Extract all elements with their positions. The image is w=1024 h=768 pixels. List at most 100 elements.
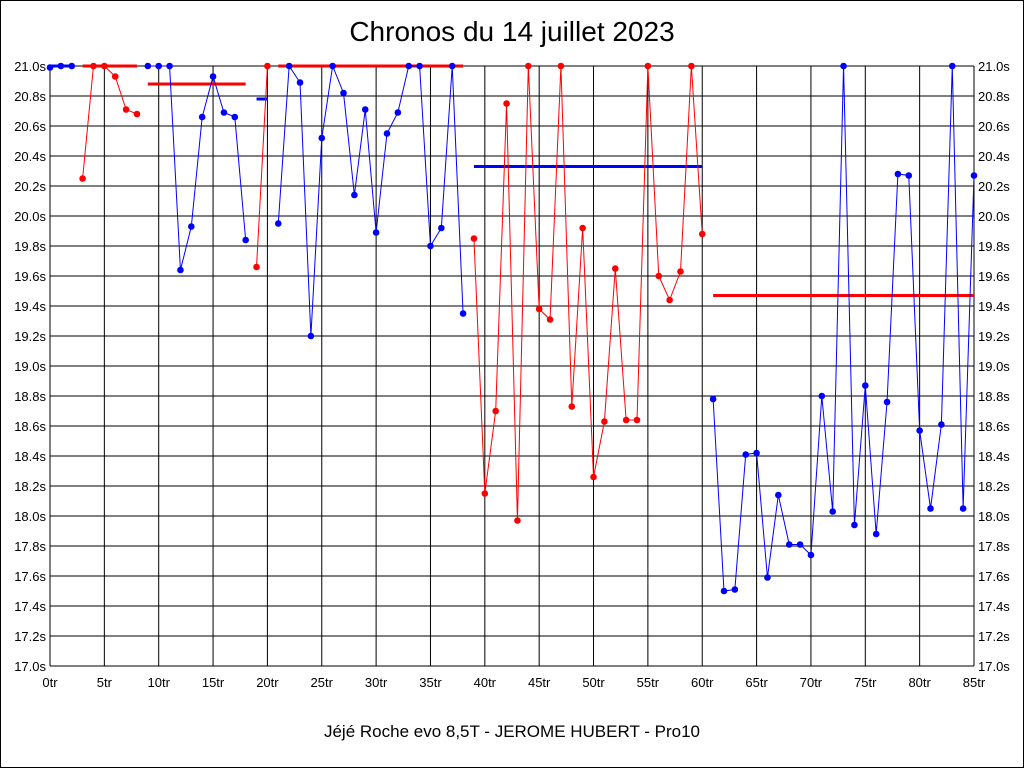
x-tick-label: 0tr <box>42 675 58 690</box>
data-point-blue <box>220 109 228 116</box>
y-tick-label-left: 20.0s <box>14 209 46 224</box>
y-tick-label-left: 17.8s <box>14 539 46 554</box>
data-point-blue <box>209 73 217 80</box>
x-tick-label: 55tr <box>637 675 660 690</box>
data-point-blue <box>155 62 163 70</box>
y-tick-label-right: 20.6s <box>978 119 1010 134</box>
data-point-blue <box>188 223 195 230</box>
data-point-blue <box>448 62 456 70</box>
data-point-blue <box>351 191 358 199</box>
y-tick-label-right: 20.0s <box>978 209 1010 224</box>
data-point-blue <box>938 421 945 428</box>
y-tick-label-left: 20.6s <box>14 119 46 134</box>
y-tick-label-right: 19.2s <box>978 329 1010 344</box>
y-tick-label-left: 19.6s <box>14 269 46 284</box>
data-point-blue <box>883 398 891 406</box>
x-tick-label: 80tr <box>908 675 931 690</box>
y-tick-label-right: 17.6s <box>978 569 1010 584</box>
data-point-blue <box>166 62 173 70</box>
data-point-red <box>688 62 695 70</box>
data-point-red <box>253 263 260 271</box>
data-point-blue <box>46 64 54 71</box>
series-line-blue <box>277 64 464 337</box>
data-point-blue <box>807 551 815 559</box>
data-point-red <box>481 490 489 497</box>
y-tick-label-right: 21.0s <box>978 59 1010 74</box>
y-tick-label-left: 21.0s <box>14 59 46 74</box>
y-tick-label-right: 17.4s <box>978 599 1010 614</box>
y-tick-label-right: 18.6s <box>978 419 1010 434</box>
x-tick-label: 35tr <box>419 675 442 690</box>
data-point-blue <box>775 491 782 499</box>
data-point-blue <box>427 242 434 250</box>
data-point-red <box>557 62 565 70</box>
series-line-red <box>82 65 138 179</box>
data-point-red <box>492 407 499 415</box>
data-point-blue <box>970 172 978 179</box>
data-point-blue <box>720 587 728 595</box>
x-tick-label: 70tr <box>800 675 823 690</box>
data-point-red <box>90 62 97 70</box>
y-tick-label-left: 19.8s <box>14 239 46 254</box>
data-point-blue <box>851 521 858 529</box>
y-tick-label-left: 17.0s <box>14 659 46 674</box>
data-point-blue <box>416 62 423 70</box>
x-tick-label: 50tr <box>582 675 605 690</box>
y-tick-label-right: 20.8s <box>978 89 1010 104</box>
y-tick-label-left: 19.2s <box>14 329 46 344</box>
x-tick-label: 20tr <box>256 675 279 690</box>
y-tick-label-left: 18.0s <box>14 509 46 524</box>
data-point-red <box>622 416 630 424</box>
data-point-blue <box>57 62 65 70</box>
x-tick-label: 75tr <box>854 675 877 690</box>
data-point-blue <box>709 395 717 403</box>
data-point-blue <box>438 224 445 232</box>
x-tick-label: 45tr <box>528 675 551 690</box>
data-point-red <box>79 175 86 182</box>
chart-subtitle: Jéjé Roche evo 8,5T - JEROME HUBERT - Pr… <box>323 722 701 741</box>
x-tick-label: 25tr <box>311 675 334 690</box>
data-point-red <box>644 62 652 70</box>
data-point-blue <box>68 62 76 70</box>
data-point-blue <box>274 220 282 227</box>
data-point-red <box>122 106 130 113</box>
series-points <box>46 62 978 595</box>
data-point-blue <box>894 170 902 178</box>
average-lines <box>50 64 974 297</box>
y-tick-label-left: 18.2s <box>14 479 46 494</box>
data-point-red <box>525 62 532 70</box>
series-line-red <box>256 65 268 268</box>
data-point-blue <box>177 266 184 274</box>
data-point-blue <box>948 62 956 70</box>
x-tick-label: 30tr <box>365 675 388 690</box>
data-point-red <box>503 100 510 107</box>
x-tick-label: 5tr <box>97 675 113 690</box>
data-point-red <box>101 62 108 70</box>
data-point-blue <box>329 62 336 70</box>
data-point-red <box>698 230 706 238</box>
chart-title: Chronos du 14 juillet 2023 <box>349 16 675 47</box>
data-point-blue <box>905 172 913 179</box>
data-point-blue <box>818 392 826 400</box>
y-tick-label-left: 18.4s <box>14 449 46 464</box>
y-tick-label-right: 18.4s <box>978 449 1010 464</box>
y-tick-label-left: 20.8s <box>14 89 46 104</box>
data-point-red <box>579 224 586 232</box>
x-tick-label: 85tr <box>963 675 986 690</box>
data-point-blue <box>785 541 793 548</box>
data-point-blue <box>742 451 750 458</box>
data-point-red <box>568 403 576 410</box>
data-point-red <box>601 418 608 425</box>
y-tick-label-right: 18.8s <box>978 389 1010 404</box>
series-line-blue <box>712 65 975 592</box>
x-tick-label: 15tr <box>202 675 225 690</box>
y-tick-label-left: 20.4s <box>14 149 46 164</box>
data-point-blue <box>872 530 880 538</box>
data-point-blue <box>861 382 869 389</box>
data-point-red <box>514 517 521 524</box>
data-point-blue <box>959 505 967 512</box>
data-point-blue <box>753 449 760 457</box>
y-tick-labels: 21.0s 21.0s 20.8s 20.8s 20.6s 20.6s 20.4s 20.4s… <box>14 59 1010 674</box>
